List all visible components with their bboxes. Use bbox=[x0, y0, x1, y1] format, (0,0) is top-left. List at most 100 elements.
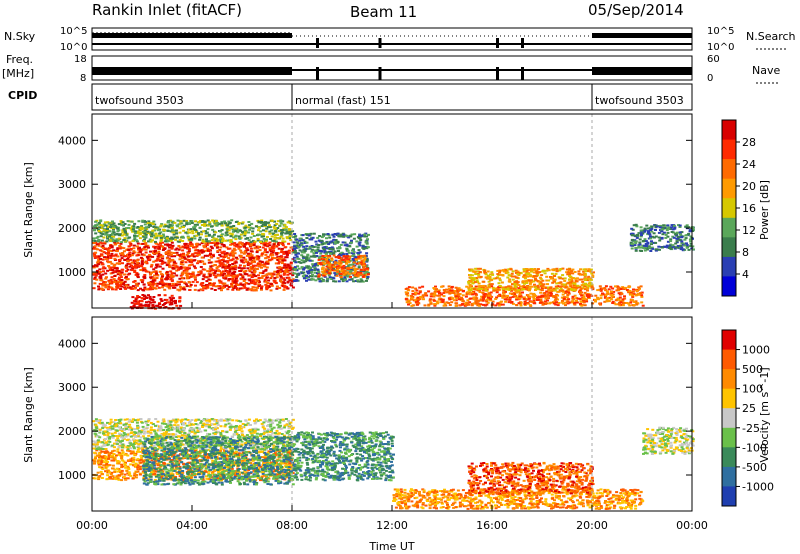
data-cell bbox=[279, 222, 283, 225]
data-cell bbox=[180, 277, 184, 279]
data-cell bbox=[103, 267, 107, 270]
data-cell bbox=[123, 258, 127, 261]
data-cell bbox=[184, 244, 187, 247]
data-cell bbox=[329, 252, 332, 255]
data-cell bbox=[93, 229, 96, 231]
data-cell bbox=[253, 247, 257, 250]
data-cell bbox=[155, 252, 159, 255]
data-cell bbox=[654, 235, 658, 238]
data-cell bbox=[365, 277, 369, 280]
data-cell bbox=[170, 280, 174, 282]
data-cell bbox=[94, 220, 98, 223]
data-cell bbox=[224, 276, 228, 279]
data-cell bbox=[244, 231, 248, 234]
data-cell bbox=[204, 235, 208, 238]
data-cell bbox=[410, 294, 413, 297]
data-cell bbox=[294, 253, 298, 256]
data-cell bbox=[131, 285, 135, 288]
data-cell bbox=[513, 275, 517, 278]
data-cell bbox=[630, 234, 634, 236]
data-cell bbox=[273, 236, 277, 239]
data-cell bbox=[218, 265, 222, 268]
data-cell bbox=[175, 265, 179, 268]
data-cell bbox=[186, 273, 189, 276]
data-cell bbox=[190, 222, 194, 224]
data-cell bbox=[675, 241, 679, 244]
data-cell bbox=[240, 243, 244, 245]
data-cell bbox=[472, 288, 476, 290]
data-cell bbox=[165, 238, 168, 241]
data-cell bbox=[643, 230, 647, 233]
data-cell bbox=[152, 260, 156, 263]
data-cell bbox=[569, 278, 573, 281]
data-cell bbox=[150, 276, 154, 279]
data-cell bbox=[286, 287, 290, 290]
data-cell bbox=[568, 273, 571, 276]
data-cell bbox=[112, 249, 116, 252]
data-cell bbox=[245, 260, 248, 263]
data-cell bbox=[187, 259, 190, 261]
data-cell bbox=[289, 222, 293, 225]
data-cell bbox=[188, 260, 192, 263]
data-cell bbox=[136, 289, 140, 292]
data-cell bbox=[121, 262, 124, 265]
data-cell bbox=[685, 246, 689, 249]
data-cell bbox=[545, 279, 549, 282]
data-cell bbox=[147, 246, 150, 249]
data-cell bbox=[310, 237, 313, 240]
data-cell bbox=[492, 289, 496, 292]
data-cell bbox=[215, 244, 219, 247]
data-cell bbox=[218, 238, 222, 241]
data-cell bbox=[237, 266, 241, 269]
data-cell bbox=[505, 298, 509, 301]
data-cell bbox=[132, 250, 136, 253]
data-cell bbox=[102, 230, 106, 233]
data-cell bbox=[632, 234, 636, 237]
data-cell bbox=[330, 240, 334, 243]
data-cell bbox=[99, 235, 103, 238]
data-cell bbox=[278, 287, 282, 289]
data-cell bbox=[96, 260, 100, 263]
data-cell bbox=[200, 220, 204, 223]
data-cell bbox=[249, 250, 253, 253]
data-cell bbox=[515, 283, 519, 286]
data-cell bbox=[170, 247, 174, 250]
data-cell bbox=[615, 289, 619, 292]
data-cell bbox=[118, 258, 122, 261]
data-cell bbox=[302, 271, 306, 274]
data-cell bbox=[231, 279, 235, 282]
data-cell bbox=[234, 221, 238, 223]
data-cell bbox=[500, 300, 503, 303]
data-cell bbox=[265, 288, 269, 291]
data-cell bbox=[477, 299, 481, 302]
data-cell bbox=[95, 236, 99, 239]
data-cell bbox=[296, 265, 300, 268]
data-cell bbox=[527, 295, 530, 298]
data-cell bbox=[603, 287, 607, 289]
data-cell bbox=[689, 245, 693, 247]
data-cell bbox=[110, 252, 114, 255]
data-cell bbox=[197, 233, 200, 236]
data-cell bbox=[176, 280, 180, 283]
data-cell bbox=[456, 293, 460, 296]
data-cell bbox=[133, 262, 137, 265]
data-cell bbox=[311, 236, 315, 239]
data-cell bbox=[213, 241, 217, 244]
data-cell bbox=[197, 221, 201, 224]
data-cell bbox=[527, 297, 531, 300]
data-cell bbox=[472, 279, 476, 282]
data-cell bbox=[225, 239, 229, 242]
data-cell bbox=[254, 264, 258, 267]
data-cell bbox=[248, 224, 252, 227]
data-cell bbox=[305, 245, 309, 248]
data-cell bbox=[257, 229, 260, 232]
data-cell bbox=[573, 277, 577, 280]
data-cell bbox=[520, 285, 524, 288]
data-cell bbox=[333, 242, 337, 245]
data-cell bbox=[97, 259, 101, 261]
data-cell bbox=[285, 231, 289, 234]
data-cell bbox=[325, 258, 329, 261]
data-cell bbox=[413, 293, 417, 296]
data-cell bbox=[147, 294, 150, 297]
data-cell bbox=[583, 288, 587, 291]
